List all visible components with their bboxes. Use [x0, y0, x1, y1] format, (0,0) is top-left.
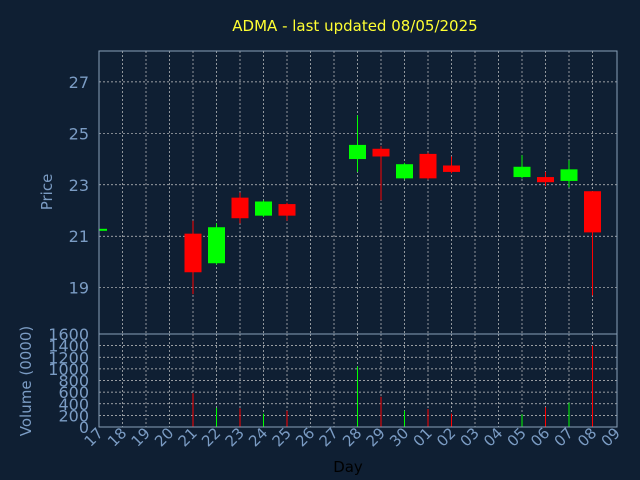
volume-tick-label: 1600 [48, 325, 89, 344]
price-tick-label: 23 [69, 176, 89, 195]
candle-body [255, 201, 272, 216]
price-tick-label: 19 [69, 279, 89, 298]
x-tick-label: 09 [598, 424, 624, 450]
volume-tick-label: 800 [58, 372, 89, 391]
chart-title: ADMA - last updated 08/05/2025 [232, 17, 477, 35]
x-tick-label: 25 [269, 424, 295, 450]
x-tick-label: 23 [222, 424, 248, 450]
price-tick-label: 21 [69, 227, 89, 246]
x-tick-label: 08 [574, 424, 600, 450]
price-y-ticks: 19 21 23 25 27 [69, 73, 89, 298]
candle-body [372, 148, 390, 157]
x-tick-label: 27 [316, 424, 342, 450]
x-tick-label: 04 [480, 424, 506, 450]
candle-body [560, 169, 578, 181]
candle-body [584, 191, 601, 233]
price-plot-frame [98, 50, 618, 335]
x-tick-label: 02 [433, 424, 459, 450]
candle-body [99, 228, 107, 231]
x-tick-label: 22 [198, 424, 224, 450]
volume-axis-label: Volume (0000) [17, 326, 35, 436]
candle-body [396, 164, 413, 179]
volume-tick-label: 1200 [48, 348, 89, 367]
candle-body [443, 165, 460, 172]
volume-bars [192, 345, 593, 427]
x-tick-label: 03 [457, 424, 483, 450]
candle-body [208, 227, 225, 264]
candle-body [278, 204, 296, 216]
volume-tick-label: 0 [79, 418, 89, 437]
x-tick-label: 30 [386, 424, 412, 450]
candle-body [419, 153, 437, 179]
x-ticks: 1718192021222324252627282930010203040506… [81, 424, 624, 450]
x-tick-label: 20 [151, 424, 177, 450]
volume-plot-frame [98, 333, 618, 428]
x-tick-label: 07 [551, 424, 577, 450]
x-tick-label: 26 [292, 424, 318, 450]
x-tick-label: 18 [104, 424, 130, 450]
x-tick-label: 05 [504, 424, 530, 450]
volume-tick-label: 1000 [48, 360, 89, 379]
volume-tick-label: 600 [58, 383, 89, 402]
price-axis-label: Price [38, 174, 56, 211]
price-grid [99, 51, 617, 334]
x-tick-label: 06 [527, 424, 553, 450]
x-tick-label: 24 [245, 424, 271, 450]
candle-body [513, 166, 531, 178]
candle-body [537, 177, 554, 183]
x-tick-label: 21 [175, 424, 201, 450]
price-tick-label: 25 [69, 124, 89, 143]
x-tick-label: 29 [363, 424, 389, 450]
x-tick-label: 01 [410, 424, 436, 450]
volume-tick-label: 1400 [48, 337, 89, 356]
candles [99, 115, 601, 296]
volume-tick-label: 200 [58, 406, 89, 425]
candle-body [184, 233, 202, 273]
candle-body [231, 197, 249, 219]
x-tick-label: 19 [128, 424, 154, 450]
x-axis-label: Day [333, 458, 363, 476]
volume-tick-label: 400 [58, 395, 89, 414]
candle-body [349, 144, 366, 160]
price-tick-label: 27 [69, 73, 89, 92]
x-tick-label: 28 [339, 424, 365, 450]
